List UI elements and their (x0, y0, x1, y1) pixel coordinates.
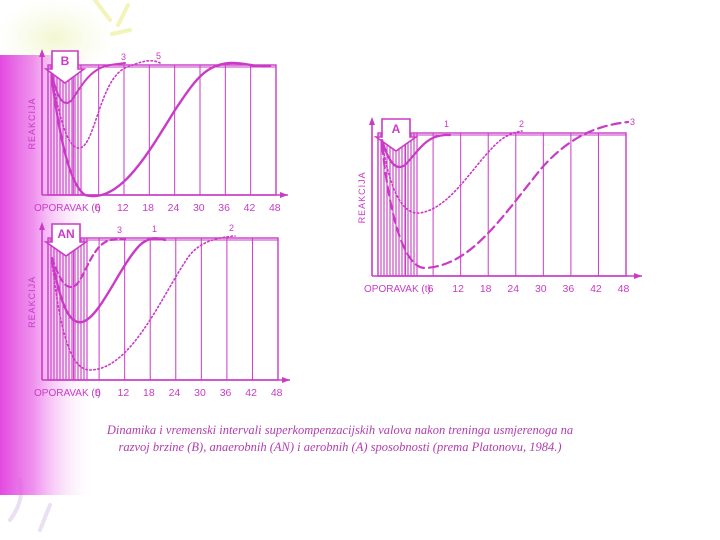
x-tick-label: 12 (452, 283, 464, 295)
x-tick-label: 6 (428, 283, 434, 295)
curve-label: 3 (117, 225, 122, 235)
curve-3 (51, 235, 236, 371)
x-tick-label: 48 (271, 387, 283, 399)
curve-label: 2 (229, 223, 234, 233)
x-axis-arrow-icon (634, 273, 642, 279)
panel-badge-icon (43, 50, 87, 84)
curve-label: 3 (630, 117, 635, 127)
x-tick-label: 24 (507, 283, 519, 295)
x-tick-label: 36 (563, 283, 575, 295)
panel-badge-label: A (392, 122, 401, 136)
x-tick-label: 30 (194, 387, 206, 399)
curve-label: 5 (156, 51, 161, 61)
curve-1 (50, 237, 167, 324)
x-axis-label: OPORAVAK (t) (34, 388, 101, 399)
panel-b: B 3 5 REAKCIJA OPORAVAK (t)6 12 18 24 30 36 42 48 (27, 49, 288, 214)
y-axis-label: REAKCIJA (27, 276, 37, 328)
curve-label: 2 (519, 119, 524, 129)
x-axis-label: OPORAVAK (t) (34, 203, 101, 214)
panel-badge-icon (373, 118, 419, 152)
panel-badge-label: AN (57, 227, 74, 241)
x-tick-label: 30 (193, 202, 205, 214)
curve-label: 3 (121, 52, 126, 62)
x-tick-label: 6 (95, 202, 101, 214)
y-axis-arrow-icon (39, 49, 45, 57)
y-axis-label: REAKCIJA (357, 171, 367, 223)
x-tick-label: 42 (590, 283, 602, 295)
figure-caption: Dinamika i vremenski intervali superkomp… (40, 422, 640, 456)
curve-1 (50, 61, 272, 198)
x-axis-label: OPORAVAK (t) (364, 284, 431, 295)
caption-line-1: Dinamika i vremenski intervali superkomp… (106, 423, 574, 437)
panel-badge-label: B (61, 54, 70, 68)
x-tick-label: 18 (480, 283, 492, 295)
x-tick-label: 42 (245, 387, 257, 399)
x-tick-label: 12 (117, 387, 129, 399)
curve-2 (50, 237, 127, 288)
curve-2 (381, 130, 523, 214)
x-tick-label: 18 (142, 202, 154, 214)
x-tick-label: 48 (269, 202, 281, 214)
x-axis-arrow-icon (280, 192, 288, 198)
x-tick-label: 18 (143, 387, 155, 399)
caption-line-2: razvoj brzine (B), anaerobnih (AN) i aer… (118, 440, 562, 454)
curve-2 (51, 60, 161, 149)
curve-label: 1 (444, 119, 449, 129)
x-tick-label: 24 (169, 387, 181, 399)
x-tick-label: 30 (535, 283, 547, 295)
x-tick-label: 6 (95, 387, 101, 399)
curve-3 (380, 120, 630, 270)
x-axis-arrow-icon (282, 377, 290, 383)
curve-3 (51, 62, 126, 104)
x-tick-label: 48 (618, 283, 630, 295)
x-tick-label: 36 (220, 387, 232, 399)
x-tick-label: 12 (117, 202, 129, 214)
curve-1 (380, 133, 452, 168)
y-axis-arrow-icon (39, 222, 45, 230)
x-tick-label: 36 (218, 202, 230, 214)
panel-badge-icon (43, 223, 89, 257)
x-tick-label: 24 (168, 202, 180, 214)
curve-label: 1 (152, 224, 157, 234)
x-tick-label: 42 (244, 202, 256, 214)
y-axis-arrow-icon (369, 117, 375, 125)
y-axis-label: REAKCIJA (27, 97, 37, 149)
